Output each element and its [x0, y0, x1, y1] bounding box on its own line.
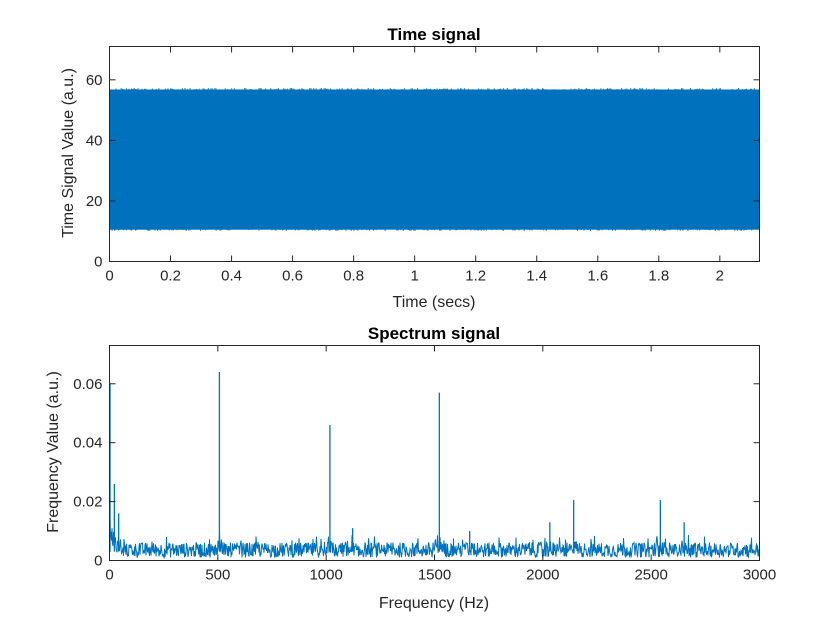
time-signal-y-ticks: 0 20 40 60	[86, 72, 760, 271]
time-signal-xlabel: Time (secs)	[393, 294, 476, 311]
time-signal-plot-area	[109, 88, 760, 231]
spectrum-y-tick-label: 0.06	[73, 376, 102, 393]
time-x-tick-label: 1	[410, 268, 418, 285]
spectrum-signal-chart: Spectrum signal Frequency (Hz) Frequency…	[45, 324, 776, 612]
time-x-tick-label: 1.4	[526, 268, 547, 285]
spectrum-y-tick-label: 0.02	[73, 494, 102, 511]
time-x-tick-label: 2	[716, 268, 724, 285]
spectrum-y-tick-label: 0.04	[73, 435, 102, 452]
time-y-tick-label: 60	[86, 72, 103, 89]
spectrum-x-tick-label: 2500	[634, 567, 667, 584]
time-signal-axes-frame	[109, 46, 760, 262]
spectrum-x-tick-label: 2000	[526, 567, 559, 584]
time-x-tick-label: 1.8	[648, 268, 669, 285]
time-signal-band	[109, 89, 760, 230]
time-x-tick-label: 0.2	[160, 268, 181, 285]
time-x-tick-label: 1.6	[587, 268, 608, 285]
spectrum-signal-line	[109, 519, 760, 560]
time-x-tick-label: 0	[105, 268, 113, 285]
time-x-tick-label: 0.8	[343, 268, 364, 285]
time-y-tick-label: 40	[86, 132, 103, 149]
spectrum-x-tick-label: 500	[205, 567, 230, 584]
spectrum-x-tick-label: 1500	[418, 567, 451, 584]
time-signal-chart: Time signal Time (secs) Time Signal Valu…	[60, 25, 760, 311]
spectrum-signal-xlabel: Frequency (Hz)	[379, 595, 489, 612]
time-signal-ylabel: Time Signal Value (a.u.)	[60, 68, 77, 238]
spectrum-x-tick-label: 1000	[309, 567, 342, 584]
spectrum-x-tick-label: 3000	[743, 567, 776, 584]
time-y-tick-label: 20	[86, 193, 103, 210]
spectrum-signal-x-ticks: 0 500 1000 1500 2000 2500 3000	[105, 345, 776, 584]
spectrum-x-tick-label: 0	[105, 567, 113, 584]
time-signal-x-ticks: 0 0.2 0.4 0.6 0.8 1 1.2 1.4 1.6 1.8 2	[105, 46, 724, 285]
spectrum-signal-y-ticks: 0 0.02 0.04 0.06	[73, 376, 760, 570]
time-x-tick-label: 1.2	[465, 268, 486, 285]
spectrum-signal-title: Spectrum signal	[368, 324, 500, 343]
spectrum-signal-ylabel: Frequency Value (a.u.)	[45, 371, 62, 533]
time-x-tick-label: 0.6	[282, 268, 303, 285]
time-x-tick-label: 0.4	[221, 268, 242, 285]
time-y-tick-label: 0	[94, 254, 102, 271]
time-signal-title: Time signal	[387, 25, 480, 44]
spectrum-y-tick-label: 0	[94, 553, 102, 570]
